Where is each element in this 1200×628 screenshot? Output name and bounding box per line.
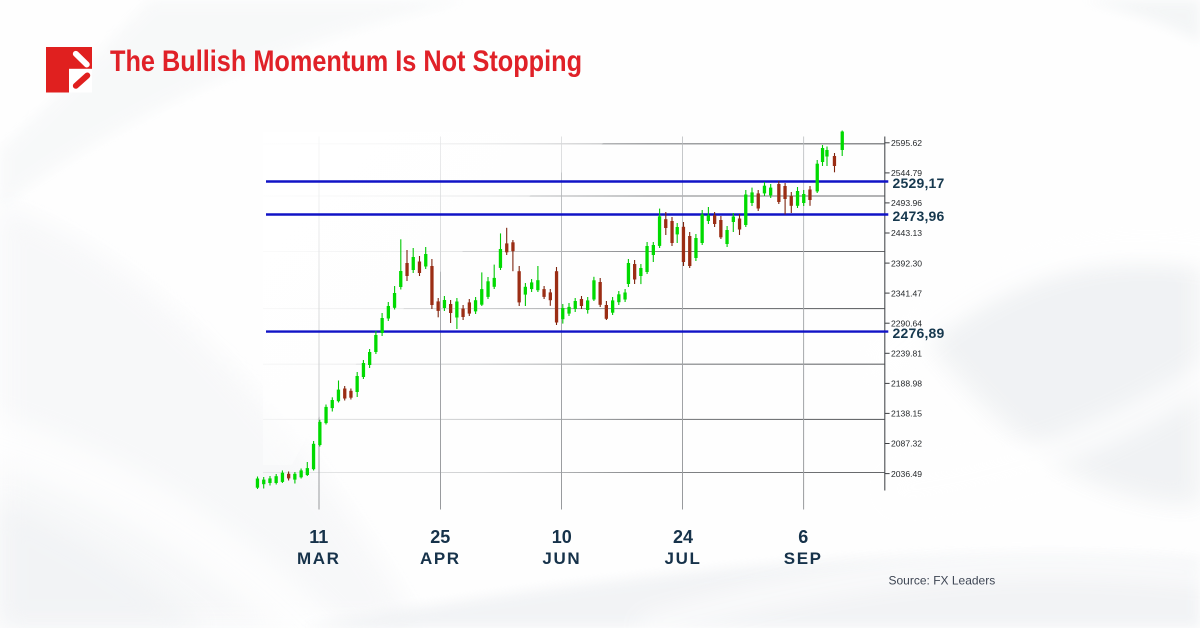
svg-text:MAR: MAR — [297, 549, 341, 568]
svg-text:JUL: JUL — [665, 549, 702, 568]
svg-text:2138.15: 2138.15 — [891, 409, 922, 419]
svg-text:2290.64: 2290.64 — [891, 318, 922, 328]
svg-text:2276,89: 2276,89 — [893, 325, 945, 341]
svg-text:2473,96: 2473,96 — [893, 208, 945, 224]
svg-text:Source: FX Leaders: Source: FX Leaders — [889, 574, 996, 588]
svg-text:2036.49: 2036.49 — [891, 469, 922, 479]
svg-text:25: 25 — [430, 527, 450, 547]
svg-text:2341.47: 2341.47 — [891, 288, 922, 298]
svg-text:10: 10 — [552, 527, 572, 547]
svg-text:2595.62: 2595.62 — [891, 138, 922, 148]
svg-text:JUN: JUN — [542, 549, 581, 568]
svg-text:2239.81: 2239.81 — [891, 349, 922, 359]
svg-text:11: 11 — [309, 527, 328, 547]
svg-text:2087.32: 2087.32 — [891, 439, 922, 449]
svg-text:2544.79: 2544.79 — [891, 168, 922, 178]
svg-text:APR: APR — [420, 549, 461, 568]
svg-text:6: 6 — [798, 527, 808, 547]
svg-text:24: 24 — [673, 527, 693, 547]
svg-text:2392.30: 2392.30 — [891, 258, 922, 268]
svg-text:2529,17: 2529,17 — [893, 175, 945, 191]
svg-text:SEP: SEP — [784, 549, 823, 568]
svg-text:2493.96: 2493.96 — [891, 198, 922, 208]
svg-text:2188.98: 2188.98 — [891, 379, 922, 389]
svg-text:2443.13: 2443.13 — [891, 228, 922, 238]
